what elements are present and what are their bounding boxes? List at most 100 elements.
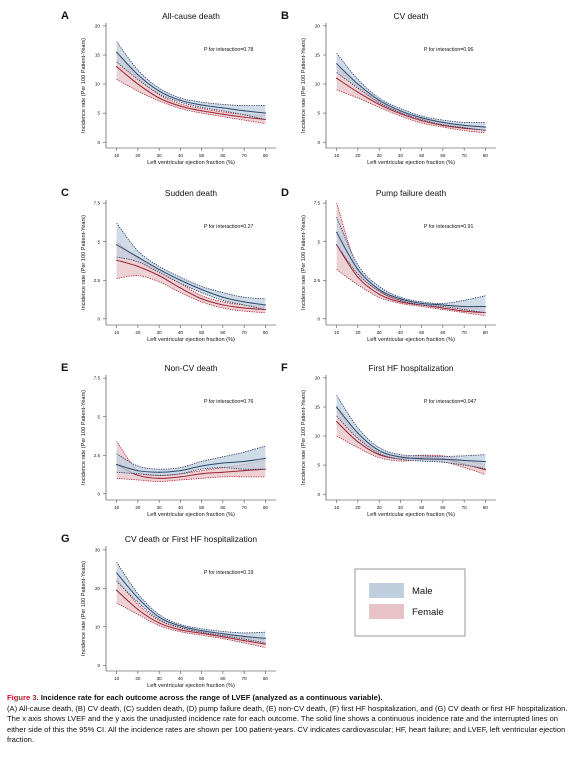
legend-box <box>354 568 466 637</box>
x-tick-label: 50 <box>419 505 425 510</box>
p-interaction-annotation: P for interaction=0.76 <box>204 399 253 405</box>
x-tick-label: 20 <box>135 330 141 335</box>
panel-letter: G <box>61 533 70 545</box>
female-data-point <box>378 293 380 295</box>
y-axis-label: Incidence rate (Per 100 Patient-Years) <box>81 561 87 656</box>
male-data-point <box>179 470 181 472</box>
y-tick-label: 7.5 <box>94 201 101 206</box>
female-data-point <box>222 471 224 473</box>
x-tick-label: 30 <box>157 505 163 510</box>
male-ci-upper-line <box>116 222 266 300</box>
male-ci-lower-line <box>336 72 486 131</box>
panel-title: Sudden death <box>165 188 218 198</box>
male-ci-lower-line <box>116 467 266 476</box>
male-data-point <box>336 406 338 408</box>
p-interaction-annotation: P for interaction=0.19 <box>204 570 253 576</box>
x-tick-label: 70 <box>242 676 248 681</box>
y-axis-label: Incidence rate (Per 100 Patient-Years) <box>81 215 87 310</box>
female-data-point <box>201 473 203 475</box>
x-axis-label: Left ventricular ejection fraction (%) <box>147 160 235 166</box>
x-tick-label: 60 <box>440 153 446 158</box>
female-data-point <box>357 441 359 443</box>
female-rate-line <box>336 77 486 131</box>
female-rate-line <box>336 244 486 314</box>
y-tick-label: 30 <box>95 547 101 552</box>
male-data-point <box>179 625 181 627</box>
male-ci-upper-line <box>336 216 486 304</box>
male-data-point <box>137 597 139 599</box>
panel-title: Non-CV death <box>164 363 217 373</box>
female-data-point <box>116 66 118 68</box>
p-interaction-annotation: P for interaction=0.91 <box>424 224 473 230</box>
male-ci-lower-line <box>116 256 266 310</box>
female-data-point <box>421 120 423 122</box>
y-tick-label: 10 <box>315 434 321 439</box>
y-tick-label: 0 <box>317 140 320 145</box>
male-data-point <box>137 74 139 76</box>
legend: Male Female <box>354 568 466 637</box>
male-ci-lower-line <box>336 416 486 469</box>
series-male <box>336 216 486 314</box>
y-tick-label: 0 <box>317 492 320 497</box>
male-data-point <box>378 288 380 291</box>
y-tick-label: 15 <box>315 53 321 58</box>
y-tick-label: 5 <box>97 414 100 419</box>
male-data-point <box>222 462 224 464</box>
male-data-point <box>484 461 486 463</box>
male-data-point <box>243 110 245 112</box>
y-tick-label: 0 <box>97 140 100 145</box>
male-data-point <box>442 121 444 124</box>
y-axis-label: Incidence rate (Per 100 Patient-Years) <box>301 215 307 310</box>
x-tick-label: 60 <box>220 153 226 158</box>
male-ci-lower-line <box>116 61 266 120</box>
male-rate-line <box>336 406 486 463</box>
female-data-point <box>137 83 139 85</box>
x-tick-label: 40 <box>398 330 404 335</box>
series-male <box>116 222 266 310</box>
female-data-point <box>378 454 380 456</box>
male-ci-upper-line <box>116 41 266 107</box>
x-tick-label: 80 <box>483 330 489 335</box>
male-ci-lower-line <box>116 581 266 644</box>
x-tick-label: 70 <box>242 505 248 510</box>
x-tick-label: 70 <box>242 330 248 335</box>
male-ci-upper-line <box>336 395 486 457</box>
x-tick-label: 50 <box>199 505 205 510</box>
female-data-point <box>158 275 160 277</box>
male-data-point <box>463 459 465 462</box>
x-axis-label: Left ventricular ejection fraction (%) <box>147 683 235 689</box>
series-male <box>336 52 486 131</box>
male-data-point <box>201 104 203 106</box>
x-tick-label: 10 <box>334 330 340 335</box>
female-ci-upper-line <box>336 202 486 309</box>
figure-panels: A All-cause death 0 5 10 15 20 10 20 30 40 50 60 70 80… <box>61 10 496 689</box>
female-data-point <box>378 103 380 105</box>
x-tick-label: 60 <box>220 330 226 335</box>
male-data-point <box>264 304 266 306</box>
female-ci-lower-line <box>116 275 266 314</box>
y-tick-label: 0 <box>317 316 320 321</box>
male-data-point <box>179 99 181 101</box>
female-ci-lower-line <box>336 89 486 134</box>
male-ci-band <box>116 562 266 643</box>
male-data-point <box>399 110 401 112</box>
series-male <box>116 561 266 644</box>
panel-title: CV death <box>394 11 429 21</box>
x-tick-label: 80 <box>483 153 489 158</box>
male-rate-line <box>116 457 266 473</box>
female-data-point <box>222 304 224 306</box>
y-tick-label: 5 <box>97 111 100 116</box>
male-ci-band <box>116 223 266 310</box>
male-rate-line <box>116 244 266 306</box>
female-data-point <box>179 105 181 107</box>
y-tick-label: 7.5 <box>94 376 101 381</box>
female-data-point <box>357 91 359 93</box>
x-tick-label: 40 <box>178 505 184 510</box>
male-rate-line <box>116 572 266 639</box>
male-data-point <box>243 301 245 303</box>
male-ci-upper-line <box>116 445 266 470</box>
panel-letter: C <box>61 187 69 199</box>
male-data-point <box>179 279 181 281</box>
male-data-point <box>201 288 203 291</box>
